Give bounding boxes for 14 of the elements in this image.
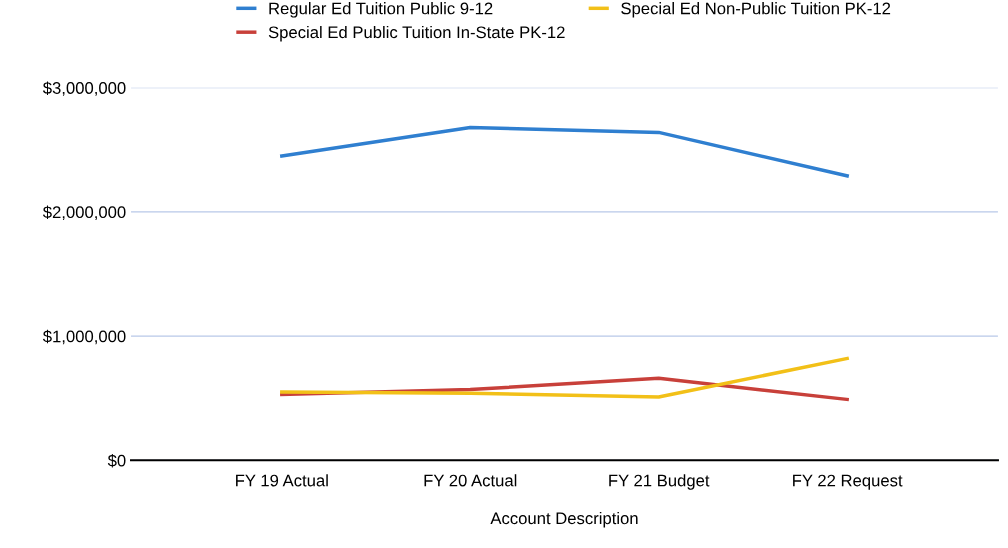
line-series bbox=[280, 125, 849, 178]
x-tick-label: FY 21 Budget bbox=[609, 474, 710, 490]
legend-label: Regular Ed Tuition Public 9-12 bbox=[269, 2, 493, 18]
y-tick-label: $1,000,000 bbox=[42, 329, 126, 345]
y-tick-label: $2,000,000 bbox=[42, 205, 126, 221]
x-tick-label: FY 19 Actual bbox=[236, 474, 328, 487]
y-tick-label: $0 bbox=[107, 454, 126, 468]
legend-label: Special Ed Public Tuition In-State PK-12 bbox=[268, 25, 565, 42]
x-axis-title: Account Description bbox=[490, 511, 638, 528]
legend-label: Special Ed Non-Public Tuition PK-12 bbox=[621, 2, 891, 18]
line-series bbox=[280, 356, 849, 399]
x-tick-label: FY 20 Actual bbox=[424, 474, 517, 487]
x-tick-label: FY 22 Request bbox=[793, 474, 903, 490]
y-tick-label: $3,000,000 bbox=[42, 81, 126, 96]
